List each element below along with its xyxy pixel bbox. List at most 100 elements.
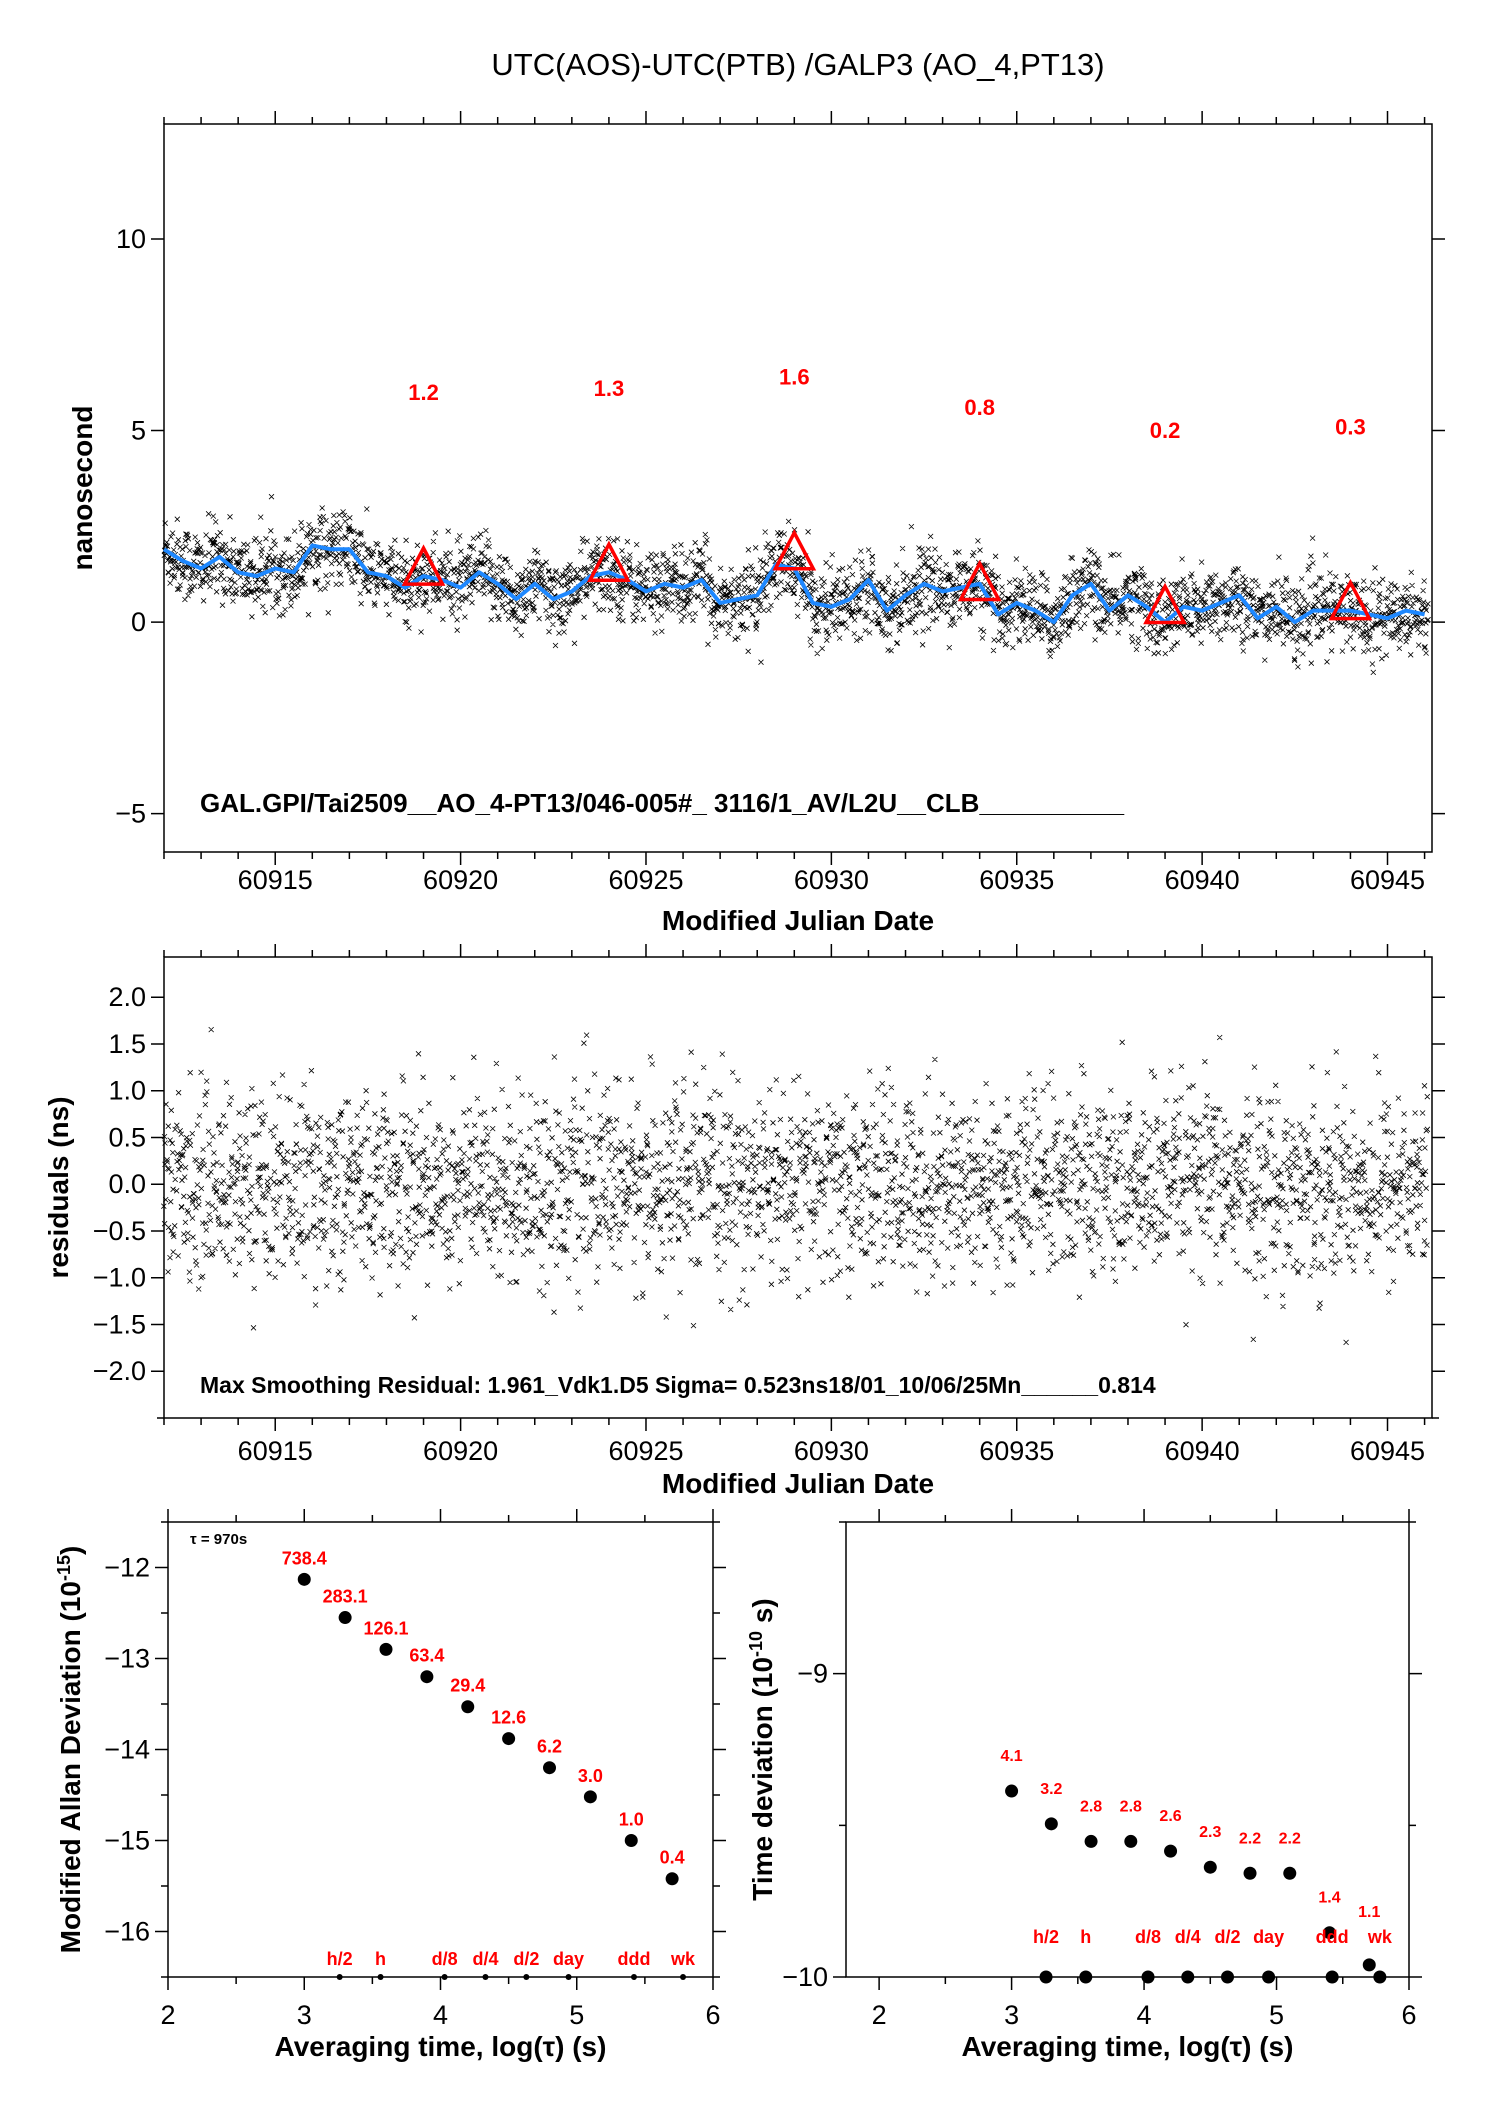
interval-label: h/2 (327, 1949, 353, 1969)
y-axis-label-end: s) (747, 1598, 778, 1631)
annotation-text: GAL.GPI/Tai2509__AO_4-PT13/046-005#_ 311… (200, 788, 1125, 818)
interval-mark (441, 1974, 448, 1980)
x-tick-label: 2 (160, 2000, 175, 2030)
y-tick-label: −2.0 (93, 1356, 146, 1386)
interval-label: ddd (1316, 1927, 1349, 1947)
point-label: 63.4 (409, 1646, 444, 1666)
x-axis-label: Modified Julian Date (662, 905, 934, 936)
x-tick-label: 60935 (979, 1436, 1054, 1466)
interval-label: d/8 (1135, 1927, 1161, 1947)
x-tick-label: 2 (872, 2000, 887, 2030)
marker-label: 1.2 (408, 380, 439, 405)
plot-frame (163, 123, 1433, 853)
chart-3: 2 3 4 5 6 −9 −10 Averaging time, log(τ) (s) Time… (746, 1509, 1422, 2062)
interval-label: h (375, 1949, 386, 1969)
x-tick-label: 60915 (238, 865, 313, 895)
marker-label: 1.3 (594, 376, 625, 401)
y-tick-label: −9 (797, 1659, 828, 1689)
interval-label: d/2 (513, 1949, 539, 1969)
interval-mark (1181, 1970, 1195, 1984)
x-tick-label: 60925 (608, 865, 683, 895)
marker-label: 1.6 (779, 365, 810, 390)
point-label: 126.1 (363, 1618, 408, 1638)
point-label: 2.3 (1199, 1824, 1221, 1841)
y-tick-label: −5 (115, 799, 146, 829)
y-tick-label: −12 (104, 1553, 150, 1583)
interval-label: d/4 (472, 1949, 498, 1969)
y-tick-label: 5 (131, 416, 146, 446)
x-tick-label: 60935 (979, 865, 1054, 895)
y-tick-label: 2.0 (108, 982, 146, 1012)
point-label: 2.8 (1120, 1798, 1142, 1815)
point-label: 3.2 (1040, 1781, 1062, 1798)
y-axis-label-text: Modified Allan Deviation (10 (55, 1581, 86, 1953)
x-tick-label: 6 (1401, 2000, 1416, 2030)
y-tick-label: −1.5 (93, 1309, 146, 1339)
x-tick-label: 60925 (608, 1436, 683, 1466)
y-tick-label: −14 (104, 1735, 150, 1765)
figure-title: UTC(AOS)-UTC(PTB) /GALP3 (AO_4,PT13) (491, 47, 1104, 82)
interval-label: h (1080, 1927, 1091, 1947)
interval-mark (1262, 1970, 1276, 1984)
plot-frame (167, 1521, 714, 1978)
y-tick-label: −10 (782, 1962, 828, 1992)
deviation-point (665, 1872, 679, 1886)
y-tick-label: −16 (104, 1917, 150, 1947)
deviation-point (420, 1670, 434, 1684)
point-label: 1.1 (1358, 1904, 1380, 1921)
interval-mark (523, 1974, 530, 1980)
deviation-point (1203, 1860, 1217, 1874)
chart-0: 60915 60920 60925 60930 60935 60940 60945 −5 0 5 1… (67, 111, 1445, 936)
x-tick-label: 6 (705, 2000, 720, 2030)
y-tick-label: 0 (131, 607, 146, 637)
x-tick-label: 4 (433, 2000, 448, 2030)
chart-1: 60915 60920 60925 60930 60935 60940 60945 −2.0 −… (43, 944, 1445, 1499)
x-tick-label: 60930 (794, 865, 869, 895)
interval-mark (565, 1974, 572, 1980)
deviation-point (1323, 1926, 1337, 1940)
triangle-marker (957, 559, 1002, 602)
y-tick-label: −1.0 (93, 1263, 146, 1293)
y-tick-label: 1.0 (108, 1076, 146, 1106)
deviation-point (1164, 1844, 1178, 1858)
x-tick-label: 3 (297, 2000, 312, 2030)
interval-mark (1039, 1970, 1053, 1984)
point-label: 29.4 (450, 1676, 485, 1696)
point-label: 2.2 (1279, 1830, 1301, 1847)
point-label: 1.4 (1318, 1890, 1340, 1907)
y-tick-label: −13 (104, 1644, 150, 1674)
point-label: 3.0 (578, 1766, 603, 1786)
deviation-point (502, 1732, 516, 1746)
x-tick-label: 60945 (1350, 1436, 1425, 1466)
y-tick-label: 0.0 (108, 1169, 146, 1199)
scatter-points (161, 493, 1431, 676)
interval-mark (1325, 1970, 1339, 1984)
point-label: 2.2 (1239, 1830, 1261, 1847)
interval-mark (630, 1974, 637, 1980)
triangle-marker (772, 529, 817, 571)
triangle-marker (587, 540, 631, 583)
y-axis-label-exponent: -10 (746, 1631, 766, 1657)
y-axis-label: Time deviation (10-10 s) (746, 1598, 778, 1901)
interval-mark (1221, 1970, 1235, 1984)
x-axis-label: Averaging time, log(τ) (s) (275, 2031, 607, 2062)
axis-ticks (151, 944, 1445, 1431)
interval-mark (336, 1974, 343, 1980)
chart-2: 2 3 4 5 6 −12 −13 −14 −15 −16 Averaging time, log(… (54, 1509, 726, 2062)
deviation-point (1044, 1817, 1058, 1831)
interval-label: h/2 (1033, 1927, 1059, 1947)
interval-label: wk (670, 1949, 696, 1969)
marker-label: 0.8 (964, 395, 995, 420)
marker-label: 0.2 (1150, 418, 1181, 443)
interval-mark (1373, 1970, 1387, 1984)
y-axis-label: nanosecond (67, 406, 98, 571)
marker-label: 0.3 (1335, 414, 1366, 439)
axis-ticks (155, 1509, 726, 1990)
deviation-point (543, 1761, 556, 1775)
interval-mark (1079, 1970, 1093, 1984)
axis-ticks (151, 111, 1445, 865)
x-axis-label: Modified Julian Date (662, 1468, 934, 1499)
point-label: 283.1 (323, 1587, 368, 1607)
x-tick-label: 60920 (423, 865, 498, 895)
